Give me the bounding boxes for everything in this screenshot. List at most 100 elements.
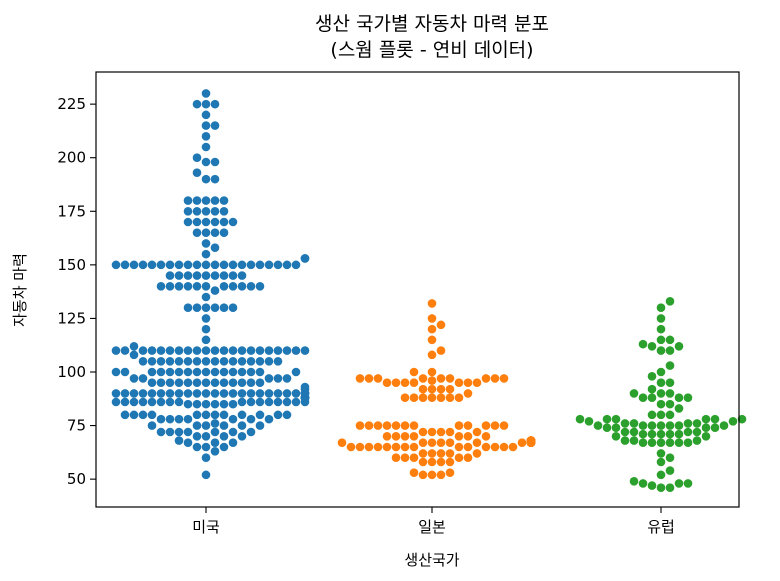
data-point xyxy=(647,384,657,394)
data-point xyxy=(183,356,193,366)
data-point xyxy=(481,421,491,430)
data-point xyxy=(210,286,220,295)
data-point xyxy=(282,410,292,420)
data-point xyxy=(273,397,283,407)
data-point xyxy=(418,470,428,480)
data-point xyxy=(228,427,238,437)
data-point xyxy=(183,414,193,424)
data-point xyxy=(602,414,612,424)
data-point xyxy=(382,378,392,388)
y-tick-label: 225 xyxy=(57,95,86,113)
data-point xyxy=(219,196,229,205)
data-point xyxy=(355,421,365,430)
data-point xyxy=(584,416,594,426)
data-point xyxy=(111,346,121,355)
data-point xyxy=(400,378,410,388)
data-point xyxy=(656,438,666,448)
data-point xyxy=(201,324,211,334)
data-point xyxy=(183,206,193,216)
data-point xyxy=(201,389,211,398)
y-tick-label: 175 xyxy=(57,202,86,220)
data-point xyxy=(201,239,211,248)
data-point xyxy=(174,367,184,377)
data-point xyxy=(255,367,265,377)
data-point xyxy=(210,399,220,409)
data-point xyxy=(611,431,621,441)
data-point xyxy=(219,389,229,398)
data-point xyxy=(656,470,666,480)
data-point xyxy=(282,260,292,270)
data-point xyxy=(210,228,220,238)
data-point xyxy=(120,410,130,420)
data-point xyxy=(409,393,419,403)
data-point xyxy=(665,421,675,430)
data-point xyxy=(674,404,684,413)
data-point xyxy=(120,346,130,355)
data-point xyxy=(454,431,464,441)
data-point xyxy=(400,393,410,403)
data-point xyxy=(201,260,211,270)
data-point xyxy=(427,335,437,345)
data-point xyxy=(255,281,265,291)
data-point xyxy=(436,374,446,383)
data-point xyxy=(656,389,666,398)
data-point xyxy=(156,356,166,366)
data-point xyxy=(391,431,401,441)
data-point xyxy=(719,421,729,430)
data-point xyxy=(237,378,247,388)
data-point xyxy=(246,389,256,398)
data-point xyxy=(300,346,310,355)
data-point xyxy=(454,393,464,403)
data-point xyxy=(192,389,202,398)
data-point xyxy=(472,378,482,388)
y-tick-label: 50 xyxy=(67,470,86,488)
y-tick-label: 200 xyxy=(57,149,86,167)
data-point xyxy=(665,378,675,388)
data-point xyxy=(282,374,292,383)
data-point xyxy=(192,196,202,205)
data-point xyxy=(147,397,157,407)
data-point xyxy=(273,346,283,355)
data-point xyxy=(165,367,175,377)
data-point xyxy=(183,367,193,377)
data-point xyxy=(192,442,202,452)
data-point xyxy=(210,410,220,420)
y-tick-label: 75 xyxy=(67,417,86,435)
data-point xyxy=(418,384,428,394)
data-point xyxy=(219,206,229,216)
data-point xyxy=(201,121,211,130)
data-point xyxy=(656,303,666,313)
data-point xyxy=(174,281,184,291)
data-point xyxy=(210,121,220,130)
data-point xyxy=(418,427,428,437)
data-point xyxy=(210,303,220,313)
data-point xyxy=(526,436,536,445)
data-point xyxy=(111,389,121,398)
data-point xyxy=(647,341,657,351)
data-point xyxy=(165,260,175,270)
data-point xyxy=(219,281,229,291)
data-point xyxy=(620,436,630,445)
data-point xyxy=(165,356,175,366)
data-point xyxy=(427,376,437,385)
data-point xyxy=(656,457,666,467)
data-point xyxy=(120,389,130,398)
data-point xyxy=(728,416,738,426)
data-point xyxy=(255,260,265,270)
data-point xyxy=(192,260,202,270)
data-point xyxy=(228,399,238,409)
data-point xyxy=(246,397,256,407)
data-point xyxy=(391,421,401,430)
data-point xyxy=(219,303,229,313)
data-point xyxy=(710,423,720,433)
data-point xyxy=(210,427,220,437)
data-point xyxy=(111,260,121,270)
data-point xyxy=(665,389,675,398)
data-point xyxy=(427,470,437,480)
data-point xyxy=(620,427,630,437)
data-point xyxy=(237,410,247,420)
data-point xyxy=(445,384,455,394)
data-point xyxy=(201,410,211,420)
data-point xyxy=(373,442,383,452)
